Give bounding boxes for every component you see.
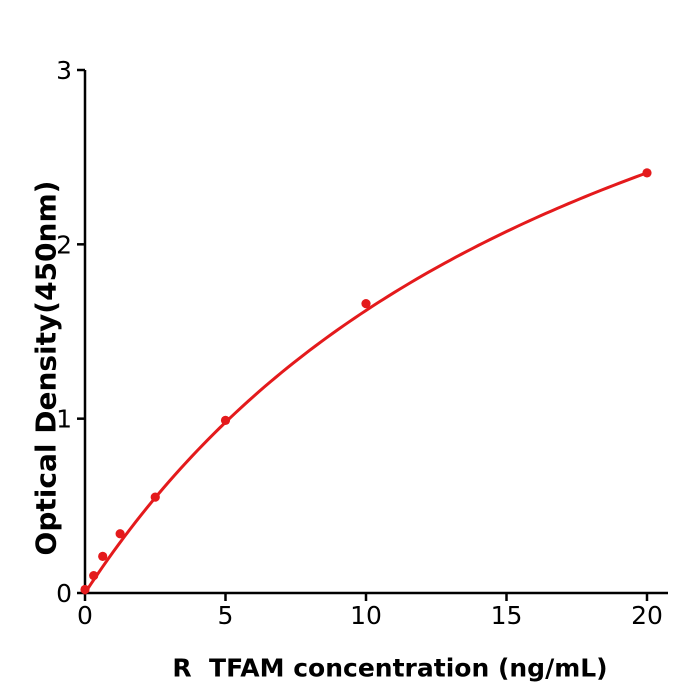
- data-point: [80, 584, 90, 595]
- data-point: [361, 299, 371, 309]
- y-tick-label: 2: [56, 230, 72, 259]
- x-tick-label: 20: [631, 601, 663, 630]
- y-tick-label: 0: [56, 579, 72, 608]
- y-tick-label: 1: [56, 405, 72, 434]
- x-tick-label: 5: [218, 601, 234, 630]
- fit-curve: [83, 171, 649, 595]
- y-axis-label: Optical Density(450nm): [29, 180, 63, 556]
- x-tick-label: 0: [77, 601, 93, 630]
- y-tick-label: 3: [56, 56, 72, 85]
- data-point: [642, 168, 652, 178]
- data-point: [220, 415, 231, 426]
- data-point: [89, 570, 99, 581]
- data-point: [98, 551, 108, 561]
- x-axis-label: R TFAM concentration (ng/mL): [172, 653, 608, 683]
- data-point: [115, 529, 125, 539]
- x-tick-label: 10: [350, 601, 382, 630]
- x-tick-label: 15: [491, 601, 523, 630]
- data-point: [150, 492, 160, 502]
